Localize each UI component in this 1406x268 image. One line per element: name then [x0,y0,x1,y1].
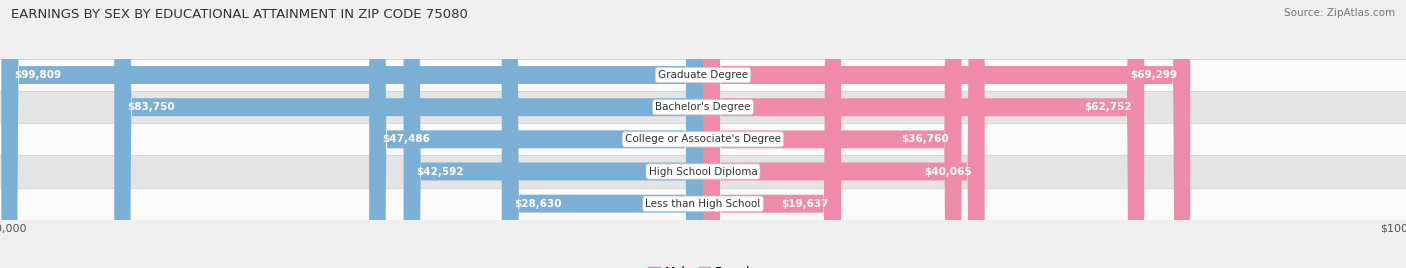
Text: $47,486: $47,486 [382,134,430,144]
FancyBboxPatch shape [0,59,1406,91]
Text: EARNINGS BY SEX BY EDUCATIONAL ATTAINMENT IN ZIP CODE 75080: EARNINGS BY SEX BY EDUCATIONAL ATTAINMEN… [11,8,468,21]
Text: High School Diploma: High School Diploma [648,166,758,177]
Legend: Male, Female: Male, Female [644,261,762,268]
Text: $99,809: $99,809 [14,70,60,80]
Text: $69,299: $69,299 [1130,70,1177,80]
FancyBboxPatch shape [0,123,1406,155]
Text: Bachelor's Degree: Bachelor's Degree [655,102,751,112]
FancyBboxPatch shape [703,0,1189,268]
FancyBboxPatch shape [404,0,703,268]
FancyBboxPatch shape [0,91,1406,123]
Text: $42,592: $42,592 [416,166,464,177]
Text: $40,065: $40,065 [924,166,972,177]
FancyBboxPatch shape [114,0,703,268]
Text: Source: ZipAtlas.com: Source: ZipAtlas.com [1284,8,1395,18]
Text: $19,637: $19,637 [780,199,828,209]
FancyBboxPatch shape [0,155,1406,188]
FancyBboxPatch shape [1,0,703,268]
FancyBboxPatch shape [703,0,841,268]
Text: $36,760: $36,760 [901,134,949,144]
Text: $28,630: $28,630 [515,199,562,209]
Text: Less than High School: Less than High School [645,199,761,209]
Text: Graduate Degree: Graduate Degree [658,70,748,80]
FancyBboxPatch shape [703,0,962,268]
FancyBboxPatch shape [370,0,703,268]
FancyBboxPatch shape [703,0,1144,268]
FancyBboxPatch shape [502,0,703,268]
Text: $62,752: $62,752 [1084,102,1132,112]
FancyBboxPatch shape [0,188,1406,220]
FancyBboxPatch shape [703,0,984,268]
Text: College or Associate's Degree: College or Associate's Degree [626,134,780,144]
Text: $83,750: $83,750 [127,102,174,112]
